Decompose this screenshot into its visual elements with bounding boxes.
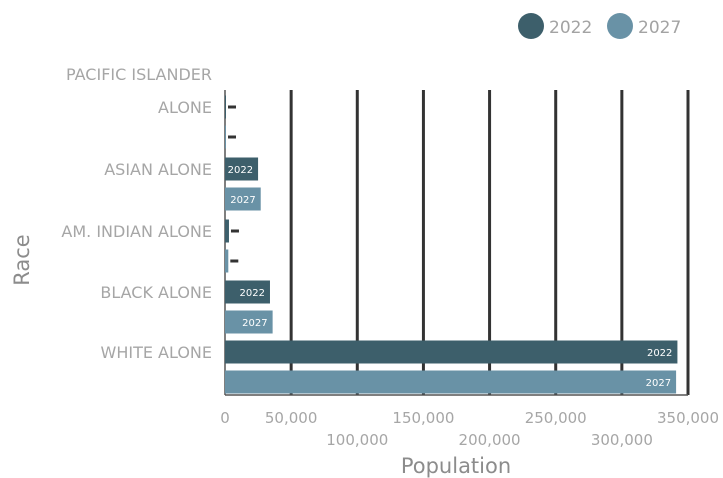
bar-label: 2022 — [647, 348, 672, 359]
bar-label: 2022 — [240, 288, 265, 299]
bar-2027 — [225, 187, 261, 211]
bar-label: 2027 — [230, 195, 255, 206]
category-label: WHITE ALONE — [101, 343, 213, 362]
x-tick-label: 150,000 — [392, 409, 454, 427]
bar-2027 — [225, 310, 273, 334]
y-axis-title: Race — [10, 234, 34, 285]
bar-label: 2027 — [242, 318, 267, 329]
x-tick-label: 100,000 — [326, 431, 388, 449]
bar-2022 — [225, 280, 270, 304]
bar-2027 — [225, 249, 229, 273]
legend-swatch — [607, 13, 633, 39]
legend-label: 2022 — [549, 18, 592, 38]
legend-swatch — [518, 13, 544, 39]
bar-2022 — [225, 219, 229, 243]
category-label: AM. INDIAN ALONE — [61, 222, 212, 241]
x-tick-label: 0 — [220, 409, 230, 427]
x-tick-label: 200,000 — [459, 431, 521, 449]
x-axis-title: Population — [401, 454, 511, 478]
x-tick-label: 350,000 — [657, 409, 719, 427]
bar-2027 — [225, 370, 677, 394]
x-tick-label: 250,000 — [525, 409, 587, 427]
category-label: BLACK ALONE — [100, 283, 212, 302]
bar-2022 — [225, 95, 226, 119]
legend-label: 2027 — [638, 18, 681, 38]
category-labels: WHITE ALONE BLACK ALONE AM. INDIAN ALONE AS… — [61, 65, 212, 362]
bar-2027 — [225, 125, 226, 149]
bar-2022 — [225, 157, 259, 181]
bar-label: 2022 — [228, 165, 253, 176]
gridlines — [224, 90, 690, 396]
x-tick-label: 300,000 — [591, 431, 653, 449]
legend: 2022 2027 — [518, 13, 681, 39]
bars: 2022 2027 2022 2027 2022 2027 — [225, 95, 678, 394]
bar-label: 2027 — [646, 378, 671, 389]
bar-2022 — [225, 340, 678, 364]
category-label: ASIAN ALONE — [104, 160, 212, 179]
category-label: ALONE — [158, 98, 212, 117]
category-label: PACIFIC ISLANDER — [66, 65, 212, 84]
x-tick-label: 50,000 — [265, 409, 318, 427]
